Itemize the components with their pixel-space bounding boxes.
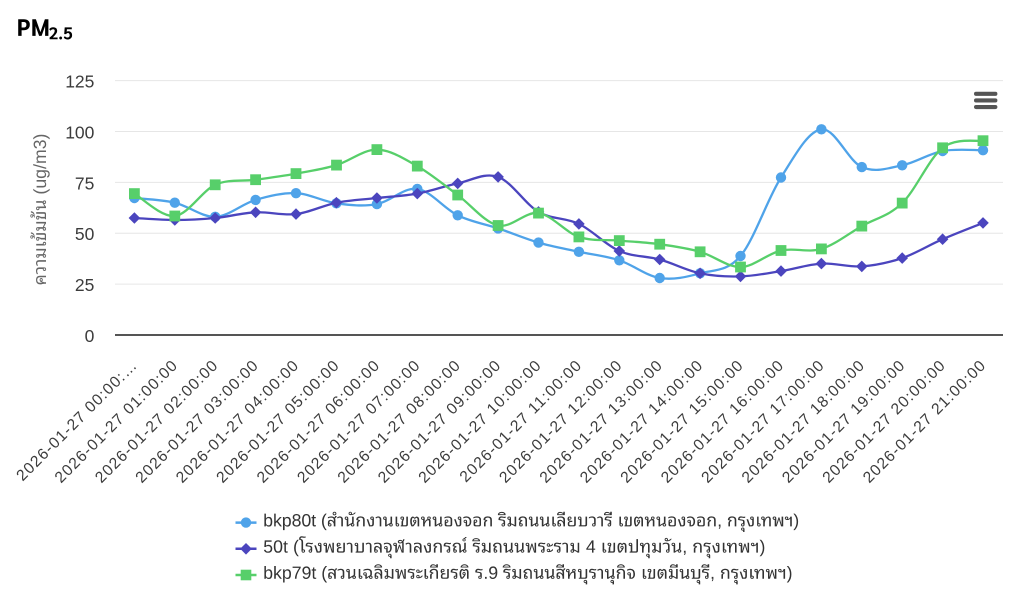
- svg-text:25: 25: [75, 275, 94, 295]
- svg-text:75: 75: [75, 173, 94, 193]
- svg-text:100: 100: [65, 122, 94, 142]
- svg-text:0: 0: [85, 326, 95, 346]
- svg-text:125: 125: [65, 72, 94, 92]
- svg-text:50: 50: [75, 224, 95, 244]
